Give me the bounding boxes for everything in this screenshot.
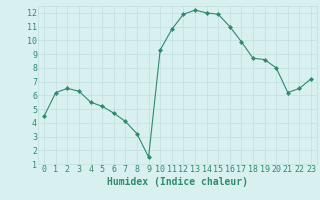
- X-axis label: Humidex (Indice chaleur): Humidex (Indice chaleur): [107, 177, 248, 187]
